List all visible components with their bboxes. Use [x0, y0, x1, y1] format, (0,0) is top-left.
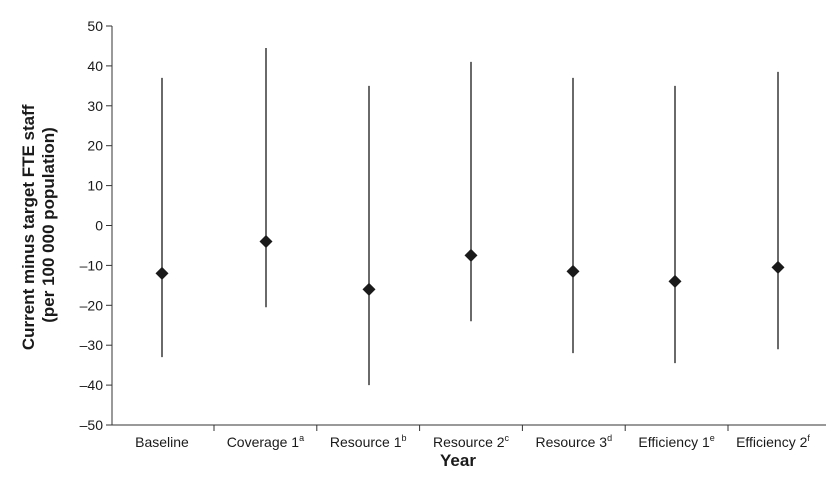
data-point-marker [668, 274, 682, 288]
y-tick-label: 30 [87, 98, 103, 114]
x-tick-label: Resource 3d [535, 433, 612, 450]
x-tick-label: Efficiency 2f [736, 433, 810, 450]
y-tick-label: –50 [80, 417, 104, 433]
y-tick-label: –10 [80, 257, 104, 273]
error-bars [161, 47, 779, 386]
data-point-marker [771, 260, 785, 274]
y-tick-label: 0 [95, 218, 103, 234]
y-axis-ticks: 50 40 30 20 10 0 –10 –20 –30 –40 –50 [80, 18, 112, 433]
data-point-marker [362, 282, 376, 296]
data-point-marker [464, 248, 478, 262]
y-tick-label: 10 [87, 178, 103, 194]
x-tick-label: Coverage 1a [227, 433, 304, 450]
x-axis-ticks: Baseline Coverage 1a Resource 1b Resource 2… [135, 425, 810, 450]
y-tick-label: 40 [87, 58, 103, 74]
data-point-marker [155, 266, 169, 280]
y-tick-label: –40 [80, 377, 104, 393]
x-tick-label: Baseline [135, 434, 189, 450]
y-tick-label: –30 [80, 337, 104, 353]
y-axis-title-line-2: (per 100 000 population) [39, 127, 58, 323]
x-axis-title: Year [440, 451, 476, 470]
y-axis-title-line-1: Current minus target FTE staff [19, 104, 38, 350]
y-tick-label: –20 [80, 297, 104, 313]
x-tick-label: Resource 2c [433, 433, 510, 450]
y-axis-title: Current minus target FTE staff (per 100 … [19, 100, 58, 350]
y-tick-label: 50 [87, 18, 103, 34]
x-tick-label: Resource 1b [330, 433, 407, 450]
x-tick-label: Efficiency 1e [638, 433, 714, 450]
data-point-marker [566, 264, 580, 278]
point-markers [155, 234, 785, 296]
data-point-marker [259, 234, 273, 248]
y-tick-label: 20 [87, 138, 103, 154]
